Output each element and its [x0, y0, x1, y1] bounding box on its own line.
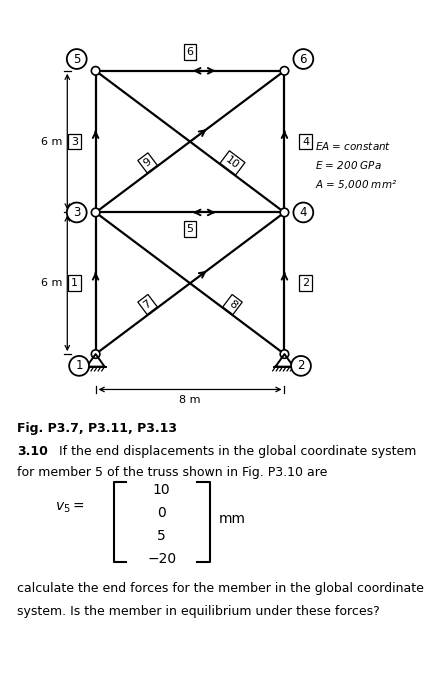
- Circle shape: [293, 49, 313, 69]
- Text: $v_5 =$: $v_5 =$: [55, 500, 85, 515]
- Text: 10: 10: [224, 155, 241, 171]
- Text: 2: 2: [297, 359, 305, 372]
- Text: 10: 10: [153, 484, 171, 498]
- Text: 3.10: 3.10: [17, 444, 48, 458]
- Text: $EA$ = constant: $EA$ = constant: [315, 140, 391, 153]
- Text: 6: 6: [187, 47, 194, 57]
- Circle shape: [280, 66, 289, 75]
- Text: 1: 1: [71, 279, 78, 288]
- Text: 1: 1: [75, 359, 83, 372]
- Text: 5: 5: [73, 52, 80, 66]
- Circle shape: [91, 208, 100, 217]
- Circle shape: [291, 356, 311, 376]
- Text: 6 m: 6 m: [41, 279, 63, 288]
- Text: 9: 9: [142, 157, 153, 169]
- Text: Fig. P3.7, P3.11, P3.13: Fig. P3.7, P3.11, P3.13: [17, 421, 177, 435]
- Text: $A$ = 5,000 mm²: $A$ = 5,000 mm²: [315, 178, 397, 190]
- Text: 4: 4: [302, 136, 309, 146]
- Text: system. Is the member in equilibrium under these forces?: system. Is the member in equilibrium und…: [17, 606, 380, 618]
- Text: for member 5 of the truss shown in Fig. P3.10 are: for member 5 of the truss shown in Fig. …: [17, 466, 327, 479]
- Text: 3: 3: [73, 206, 80, 219]
- Text: 6 m: 6 m: [41, 136, 63, 146]
- Text: If the end displacements in the global coordinate system: If the end displacements in the global c…: [59, 444, 416, 458]
- Circle shape: [67, 202, 87, 223]
- Text: calculate the end forces for the member in the global coordinate: calculate the end forces for the member …: [17, 582, 424, 595]
- Text: 7: 7: [142, 298, 153, 311]
- Circle shape: [67, 49, 87, 69]
- Circle shape: [69, 356, 89, 376]
- Circle shape: [91, 350, 100, 358]
- Text: mm: mm: [218, 512, 245, 526]
- Text: $E$ = 200 GPa: $E$ = 200 GPa: [315, 159, 382, 172]
- Circle shape: [91, 66, 100, 75]
- Text: −20: −20: [147, 552, 176, 566]
- Circle shape: [280, 208, 289, 217]
- Text: 6: 6: [299, 52, 307, 66]
- Text: 4: 4: [299, 206, 307, 219]
- Circle shape: [293, 202, 313, 223]
- Text: 5: 5: [157, 529, 166, 543]
- Text: 5: 5: [187, 224, 194, 234]
- Text: 8 m: 8 m: [179, 395, 201, 405]
- Text: 8: 8: [227, 298, 238, 311]
- Text: 3: 3: [71, 136, 78, 146]
- Text: 0: 0: [157, 507, 166, 521]
- Text: 2: 2: [302, 279, 309, 288]
- Circle shape: [280, 350, 289, 358]
